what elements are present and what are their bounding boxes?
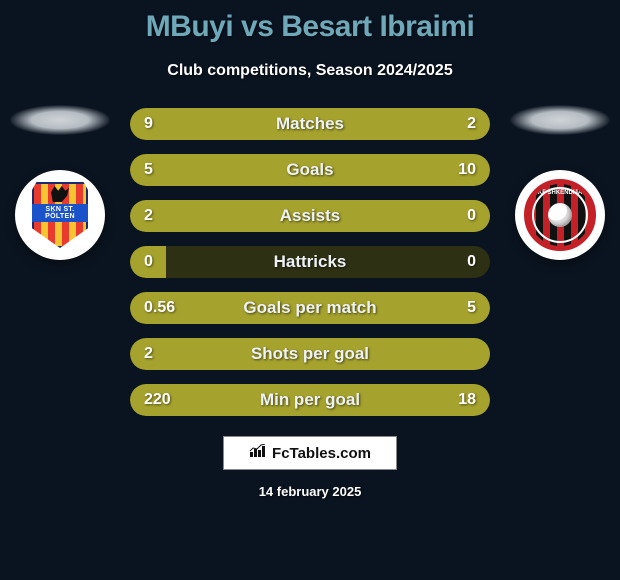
stat-row: 00Hattricks [130, 246, 490, 278]
stat-row-label: Shots per goal [130, 338, 490, 370]
left-crest-graphic: SKN ST. PÖLTEN [32, 182, 88, 248]
left-side: SKN ST. PÖLTEN [0, 100, 120, 260]
stat-row-label: Assists [130, 200, 490, 232]
stat-bars: 92Matches 510Goals 20Assists 00Hattricks 0.5… [130, 108, 490, 416]
right-player-shadow [510, 105, 610, 135]
brand-badge: FcTables.com [223, 436, 397, 470]
stat-row-label: Goals per match [130, 292, 490, 324]
stat-row: 92Matches [130, 108, 490, 140]
stat-row-label: Matches [130, 108, 490, 140]
left-team-crest: SKN ST. PÖLTEN [15, 170, 105, 260]
right-team-crest: KF SHKËNDIJA [515, 170, 605, 260]
stat-row: 2Shots per goal [130, 338, 490, 370]
stat-row: 22018Min per goal [130, 384, 490, 416]
stat-row-label: Min per goal [130, 384, 490, 416]
stat-row: 20Assists [130, 200, 490, 232]
brand-label: FcTables.com [272, 445, 371, 462]
stat-row-label: Hattricks [130, 246, 490, 278]
right-side: KF SHKËNDIJA [500, 100, 620, 260]
left-player-shadow [10, 105, 110, 135]
right-crest-text: KF SHKËNDIJA [529, 190, 591, 196]
page-subtitle: Club competitions, Season 2024/2025 [0, 62, 620, 80]
stat-row: 510Goals [130, 154, 490, 186]
comparison-arena: SKN ST. PÖLTEN 92Matches 510Goals 20Assist… [0, 100, 620, 416]
left-crest-text: SKN ST. PÖLTEN [32, 206, 88, 220]
right-crest-graphic: KF SHKËNDIJA [524, 179, 596, 251]
stat-row: 0.565Goals per match [130, 292, 490, 324]
date-label: 14 february 2025 [0, 484, 620, 499]
stat-row-label: Goals [130, 154, 490, 186]
page-title: MBuyi vs Besart Ibraimi [0, 0, 620, 44]
brand-chart-icon [249, 444, 267, 462]
